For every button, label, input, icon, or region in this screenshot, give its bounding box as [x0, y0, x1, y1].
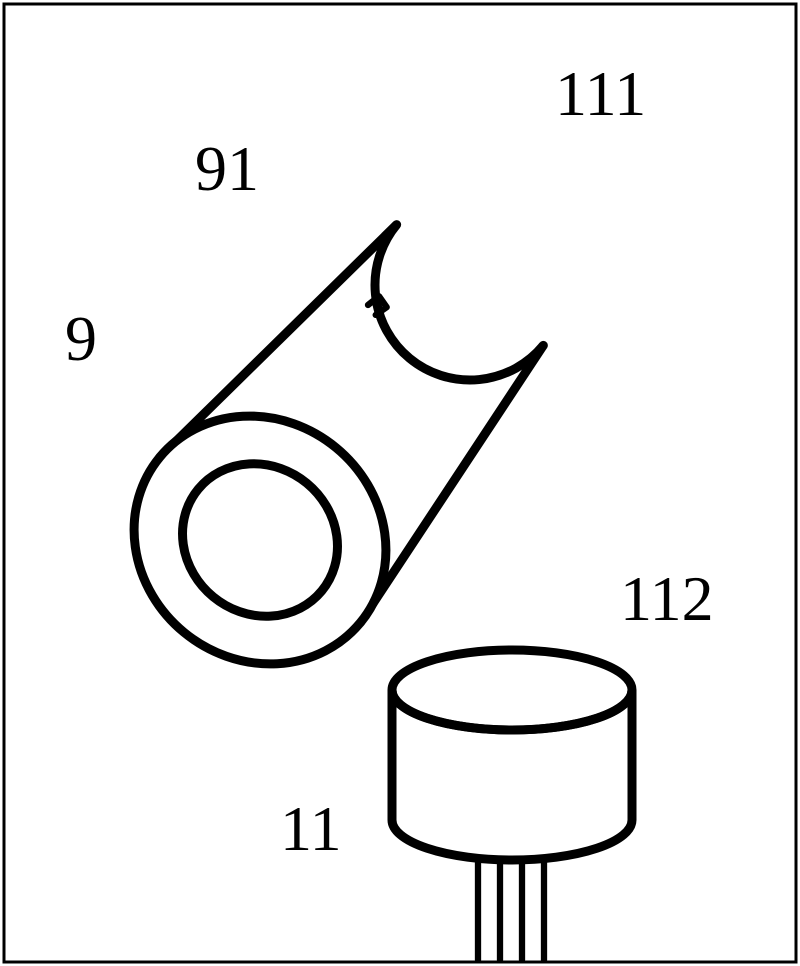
- label-bars_top: 111: [555, 58, 646, 129]
- label-base: 11: [280, 793, 342, 864]
- label-tube_end: 91: [195, 133, 259, 204]
- patent-figure: 9 91 111 112 11: [0, 0, 800, 966]
- label-tube: 9: [65, 303, 97, 374]
- label-bar_gap: 112: [620, 563, 714, 634]
